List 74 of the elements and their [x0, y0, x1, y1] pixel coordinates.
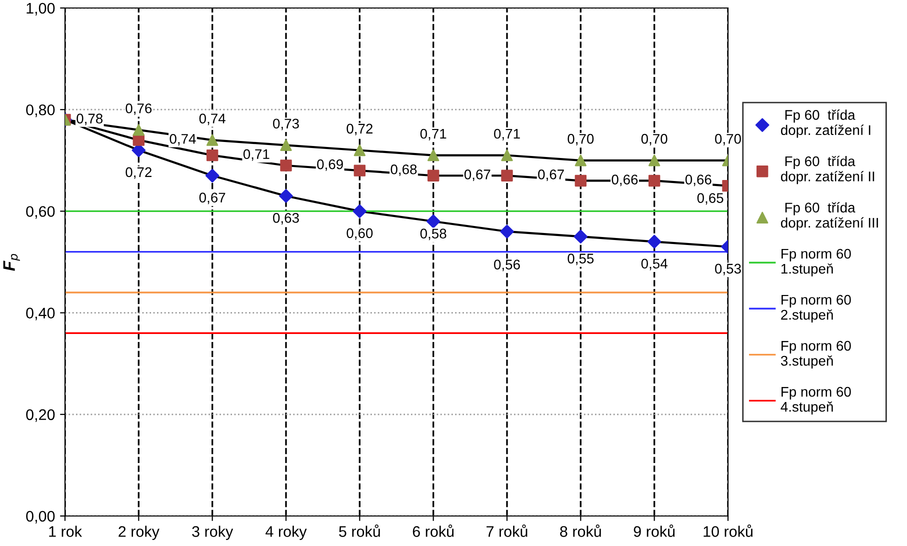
point [132, 124, 145, 136]
x-tick-label: 9 roků [634, 524, 675, 537]
point [501, 170, 513, 182]
legend-label: Fp norm 60 3.stupeň [780, 340, 851, 368]
y-tick-label: 1,00 [26, 2, 55, 16]
y-tick-label: 0,80 [26, 104, 55, 118]
y-tick-label: 0,00 [26, 510, 55, 524]
legend-label: Fp 60 třída dopr. zatížení III [780, 202, 878, 230]
data-label: 0,70 [715, 134, 741, 146]
point [426, 214, 440, 228]
data-label: 0,60 [346, 228, 373, 240]
point [280, 139, 292, 152]
data-label: 0,66 [685, 174, 712, 186]
x-tick-label: 7 roků [486, 524, 528, 537]
data-label: 0,67 [464, 170, 490, 182]
legend-label: Fp norm 60 1.stupeň [781, 248, 851, 276]
data-label: 0,70 [641, 134, 668, 146]
legend-label: Fp 60 třída dopr. zatížení II [780, 156, 874, 184]
data-label: 0,66 [612, 174, 638, 186]
data-label: 0,63 [273, 212, 299, 224]
point [206, 134, 218, 146]
x-tick-label: 10 roků [704, 524, 752, 537]
x-tick-label: 2 roky [118, 526, 160, 540]
point [354, 164, 366, 176]
data-label: 0,72 [126, 167, 152, 179]
point [500, 224, 514, 238]
point [648, 174, 660, 187]
point [501, 149, 513, 162]
point [647, 234, 662, 249]
point [574, 230, 588, 244]
point [427, 149, 440, 162]
point [574, 174, 587, 187]
y-axis-title: F$_{p}$ [3, 254, 20, 271]
data-label: 0,71 [243, 149, 270, 161]
data-label: 0,54 [641, 258, 668, 270]
y-tick-label: 0,40 [26, 308, 55, 320]
point [354, 144, 366, 156]
point [205, 168, 220, 183]
data-label: 0,74 [199, 114, 226, 126]
data-label: 0,67 [199, 192, 226, 204]
data-label: 0,76 [126, 103, 152, 115]
data-label: 0,73 [273, 118, 299, 130]
x-tick-label: 3 roky [192, 526, 234, 540]
legend-label: Fp 60 třída dopr. zatížení I [780, 110, 870, 138]
point [206, 149, 218, 162]
point [648, 154, 660, 166]
data-label: 0,71 [494, 128, 520, 140]
data-label: 0,56 [494, 260, 520, 272]
data-label: 0,69 [317, 159, 343, 171]
data-label: 0,65 [697, 193, 724, 205]
legend-label: Fp norm 60 2.stupeň [781, 294, 851, 322]
y-tick-label: 0,60 [26, 206, 55, 219]
legend-label: Fp norm 60 4.stupeň [780, 386, 851, 414]
data-label: 0,67 [538, 170, 564, 182]
data-label: 0,58 [420, 228, 446, 240]
data-label: 0,74 [170, 134, 196, 146]
x-tick-label: 5 roků [339, 524, 380, 537]
x-tick-label: 1 rok [49, 526, 82, 537]
x-tick-label: 8 roků [560, 524, 601, 537]
data-label: 0,78 [76, 114, 103, 126]
point [280, 160, 292, 172]
point [352, 204, 367, 218]
data-label: 0,72 [346, 124, 372, 136]
point [279, 189, 293, 203]
data-label: 0,68 [390, 164, 417, 176]
x-tick-label: 4 roky [266, 526, 307, 540]
data-label: 0,53 [715, 264, 741, 276]
y-tick-label: 0,20 [26, 409, 55, 422]
point [427, 170, 440, 182]
data-label: 0,70 [568, 134, 594, 146]
data-label: 0,55 [568, 254, 594, 266]
data-label: 0,71 [420, 128, 446, 140]
x-tick-label: 6 roků [412, 524, 454, 537]
point [574, 154, 587, 166]
